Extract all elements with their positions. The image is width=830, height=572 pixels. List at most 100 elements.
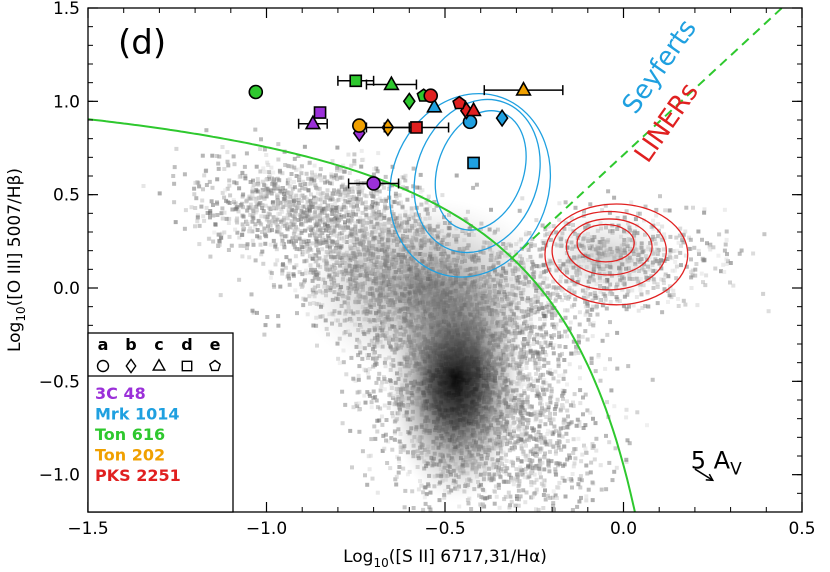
density-pixel — [315, 343, 319, 348]
density-pixel — [369, 437, 374, 442]
density-pixel — [379, 384, 384, 389]
density-pixel — [313, 214, 318, 219]
density-pixel — [546, 458, 551, 463]
density-pixel — [596, 354, 601, 359]
density-pixel — [260, 249, 265, 254]
density-pixel — [289, 172, 294, 176]
density-pixel — [318, 231, 323, 236]
density-pixel — [333, 202, 338, 207]
density-pixel — [269, 165, 274, 170]
density-pixel — [259, 252, 264, 257]
density-pixel — [386, 439, 391, 444]
density-pixel — [321, 220, 325, 225]
density-pixel — [554, 404, 559, 409]
density-pixel — [248, 196, 253, 201]
density-pixel — [546, 407, 551, 412]
density-pixel — [268, 242, 273, 247]
density-pixel — [300, 245, 305, 250]
density-pixel — [202, 218, 207, 223]
density-pixel — [251, 216, 256, 221]
density-pixel — [264, 153, 269, 157]
density-pixel — [403, 173, 408, 178]
density-pixel — [278, 284, 283, 289]
density-pixel — [554, 322, 559, 327]
density-pixel — [390, 164, 395, 169]
density-pixel — [330, 159, 335, 164]
density-pixel — [546, 405, 551, 410]
density-pixel — [242, 164, 247, 169]
density-pixel — [535, 340, 539, 345]
density-pixel — [277, 178, 282, 183]
density-pixel — [194, 196, 199, 201]
density-pixel — [545, 344, 550, 349]
density-pixel — [527, 357, 532, 362]
density-pixel — [600, 338, 605, 343]
density-pixel — [277, 230, 282, 235]
density-pixel — [366, 375, 371, 380]
density-pixel — [308, 192, 313, 197]
density-pixel — [250, 205, 255, 210]
density-pixel — [320, 200, 324, 205]
density-pixel — [576, 340, 581, 345]
density-pixel — [598, 378, 603, 383]
density-pixel — [552, 424, 557, 429]
density-pixel — [320, 195, 325, 200]
density-pixel — [340, 421, 345, 426]
density-pixel — [335, 166, 340, 170]
density-pixel — [318, 218, 322, 223]
density-pixel — [554, 402, 559, 406]
density-pixel — [224, 198, 229, 203]
density-pixel — [189, 205, 194, 210]
density-pixel — [261, 166, 266, 171]
density-pixel — [271, 170, 276, 175]
density-pixel — [305, 182, 310, 187]
density-pixel — [230, 207, 235, 212]
density-pixel — [220, 231, 224, 236]
density-pixel — [551, 351, 556, 356]
density-pixel — [531, 451, 536, 456]
density-pixel — [322, 175, 327, 180]
density-pixel — [346, 152, 351, 157]
density-pixel — [247, 229, 252, 234]
density-pixel — [240, 222, 245, 227]
density-pixel — [197, 223, 202, 228]
density-pixel — [531, 384, 536, 389]
density-pixel — [243, 173, 248, 178]
density-pixel — [306, 239, 311, 244]
density-pixel — [371, 190, 376, 195]
density-pixel — [266, 163, 271, 167]
density-pixel — [541, 335, 546, 340]
density-pixel — [253, 224, 257, 229]
density-pixel — [256, 182, 261, 187]
density-pixel — [222, 210, 227, 215]
density-pixel — [540, 350, 545, 355]
density-pixel — [260, 206, 265, 210]
density-pixel — [511, 482, 516, 487]
density-pixel — [556, 357, 561, 362]
density-pixel — [269, 191, 274, 196]
density-pixel — [548, 343, 553, 347]
density-pixel — [352, 152, 357, 157]
density-pixel — [525, 411, 530, 416]
density-pixel — [333, 173, 338, 178]
density-pixel — [563, 369, 568, 374]
density-pixel — [565, 399, 569, 404]
density-pixel — [280, 235, 284, 240]
density-pixel — [213, 222, 218, 227]
density-pixel — [356, 373, 361, 378]
density-pixel — [388, 466, 393, 471]
density-pixel — [299, 242, 304, 247]
density-pixel — [276, 142, 281, 147]
density-pixel — [373, 197, 378, 202]
density-pixel — [533, 365, 538, 370]
density-pixel — [608, 357, 612, 362]
density-pixel — [369, 203, 374, 208]
density-pixel — [378, 406, 383, 411]
density-pixel — [238, 243, 243, 248]
density-pixel — [287, 212, 292, 217]
density-pixel — [240, 232, 245, 237]
density-pixel — [239, 204, 244, 209]
density-pixel — [351, 196, 356, 200]
density-pixel — [283, 265, 288, 270]
density-pixel — [262, 147, 267, 152]
